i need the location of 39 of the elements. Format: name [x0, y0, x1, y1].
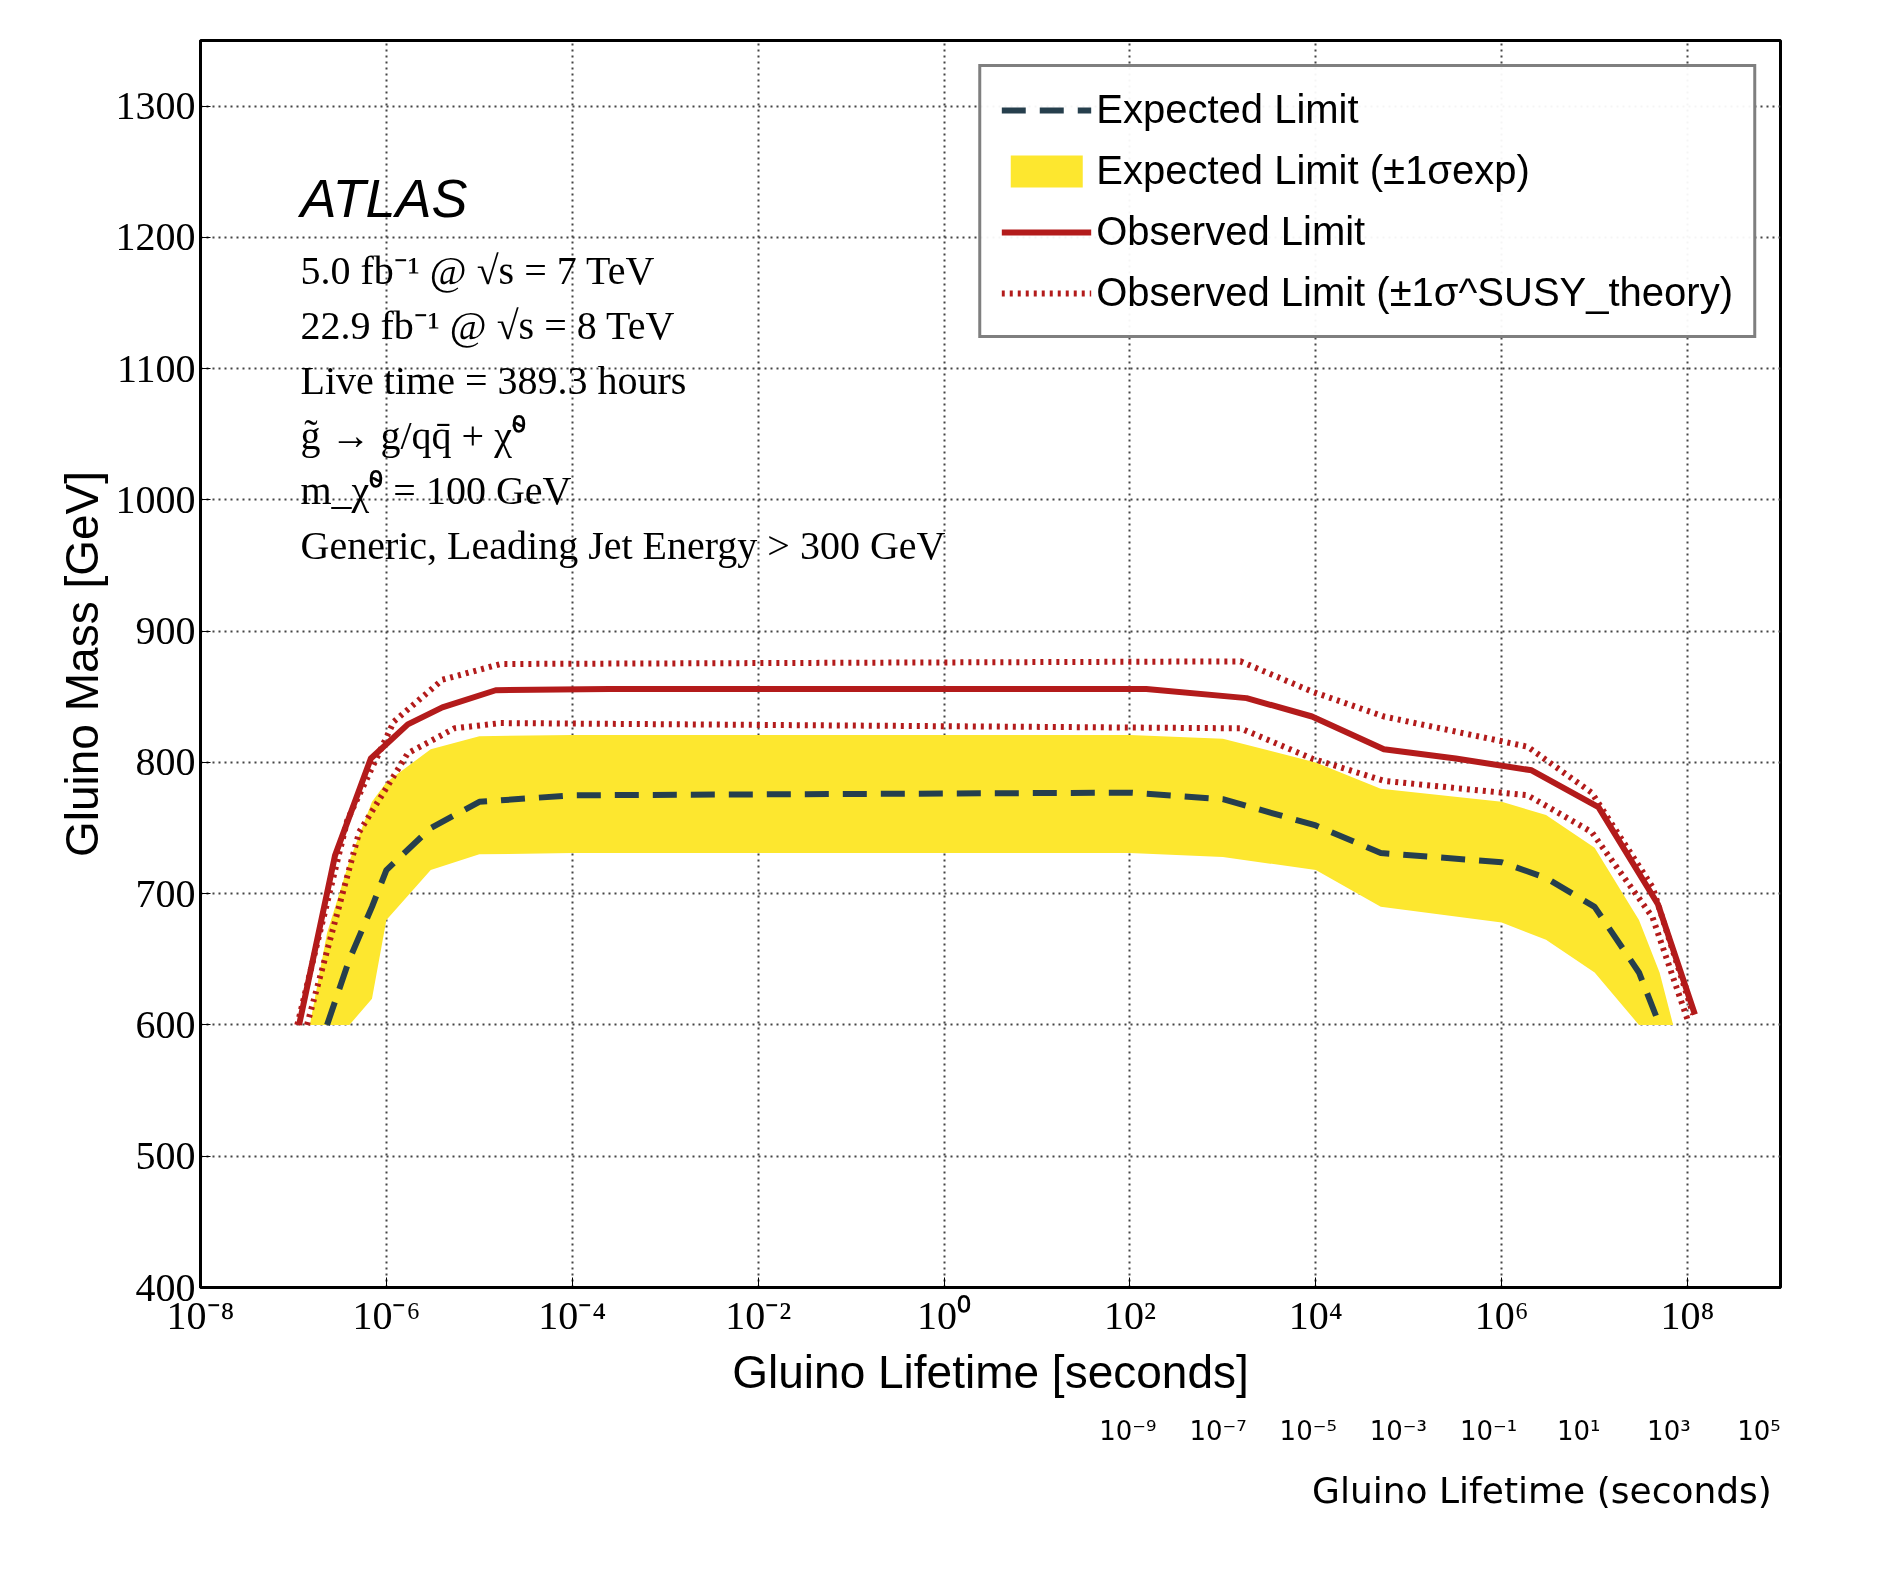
y-tick-label: 1100 — [116, 345, 196, 391]
y-tick-label: 800 — [135, 739, 196, 785]
y-tick-label: 900 — [135, 608, 196, 654]
y-tick-label: 700 — [135, 870, 196, 916]
annotation: 5.0 fb⁻¹ @ √s = 7 TeV — [300, 247, 655, 293]
text: 10⁻⁹ — [1099, 1415, 1157, 1446]
annotation: ATLAS — [297, 167, 468, 228]
legend-label: Observed Limit (±1σ^SUSY_theory) — [1096, 270, 1733, 315]
text: 10⁻³ — [1369, 1415, 1427, 1446]
legend-label: Observed Limit — [1096, 209, 1366, 254]
y-tick-label: 500 — [135, 1133, 196, 1179]
legend-label: Expected Limit (±1σexp) — [1096, 148, 1530, 193]
text: Gluino Lifetime (seconds) — [1312, 1469, 1772, 1511]
legend-label: Expected Limit — [1096, 87, 1359, 132]
annotation: Live time = 389.3 hours — [300, 357, 687, 403]
x-tick-label: 10⁶ — [1474, 1292, 1529, 1338]
annotation: g̃ → g/qq̄ + χ̃⁰ — [300, 412, 526, 458]
text: 10¹ — [1556, 1415, 1601, 1446]
x-tick-label: 10⁸ — [1660, 1292, 1715, 1338]
x-tick-label: 10⁴ — [1288, 1292, 1343, 1338]
text: 10⁵ — [1737, 1415, 1781, 1446]
x-tick-label: 10⁰ — [917, 1292, 972, 1338]
y-tick-label: 1000 — [115, 476, 196, 522]
x-tick-label: 10⁻⁴ — [538, 1292, 607, 1338]
x-axis-title: Gluino Lifetime [seconds] — [732, 1345, 1249, 1398]
y-tick-label: 1200 — [115, 214, 196, 260]
x-tick-label: 10⁻⁶ — [352, 1292, 421, 1338]
annotation: 22.9 fb⁻¹ @ √s = 8 TeV — [300, 302, 675, 348]
y-tick-label: 1300 — [115, 83, 196, 129]
x-tick-label: 10⁻² — [725, 1292, 792, 1338]
y-tick-label: 600 — [135, 1001, 196, 1047]
text: 10³ — [1647, 1415, 1691, 1446]
annotation: Generic, Leading Jet Energy > 300 GeV — [300, 522, 946, 568]
annotation: m_χ̃⁰ = 100 GeV — [300, 467, 572, 513]
text: 10⁻⁵ — [1279, 1415, 1337, 1446]
y-axis-title: Gluino Mass [GeV] — [55, 470, 108, 858]
text: 10⁻⁷ — [1189, 1415, 1247, 1446]
text: 10⁻¹ — [1459, 1415, 1518, 1446]
x-tick-label: 10² — [1103, 1292, 1156, 1338]
